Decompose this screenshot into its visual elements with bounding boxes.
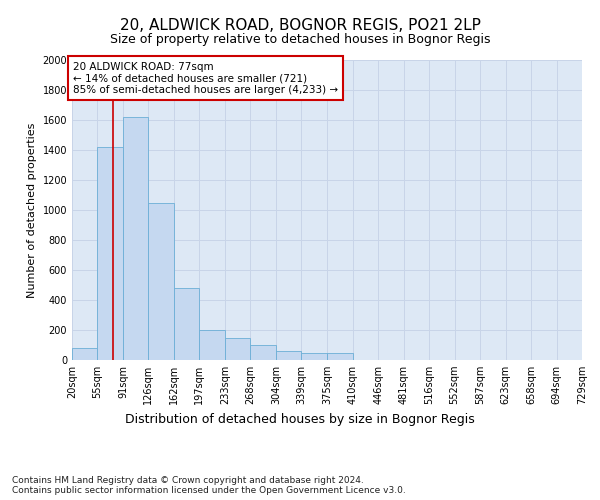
Text: 20, ALDWICK ROAD, BOGNOR REGIS, PO21 2LP: 20, ALDWICK ROAD, BOGNOR REGIS, PO21 2LP <box>119 18 481 32</box>
Bar <box>301 352 328 360</box>
Bar <box>250 345 276 360</box>
Bar <box>199 330 225 360</box>
Bar <box>276 351 301 360</box>
Text: Contains HM Land Registry data © Crown copyright and database right 2024.
Contai: Contains HM Land Registry data © Crown c… <box>12 476 406 495</box>
Text: Distribution of detached houses by size in Bognor Regis: Distribution of detached houses by size … <box>125 412 475 426</box>
Text: Size of property relative to detached houses in Bognor Regis: Size of property relative to detached ho… <box>110 32 490 46</box>
Y-axis label: Number of detached properties: Number of detached properties <box>27 122 37 298</box>
Bar <box>148 202 174 360</box>
Text: 20 ALDWICK ROAD: 77sqm
← 14% of detached houses are smaller (721)
85% of semi-de: 20 ALDWICK ROAD: 77sqm ← 14% of detached… <box>73 62 338 94</box>
Bar <box>174 288 199 360</box>
Bar <box>328 352 353 360</box>
Bar <box>225 338 250 360</box>
Bar <box>123 117 148 360</box>
Bar <box>72 348 97 360</box>
Bar <box>97 147 123 360</box>
